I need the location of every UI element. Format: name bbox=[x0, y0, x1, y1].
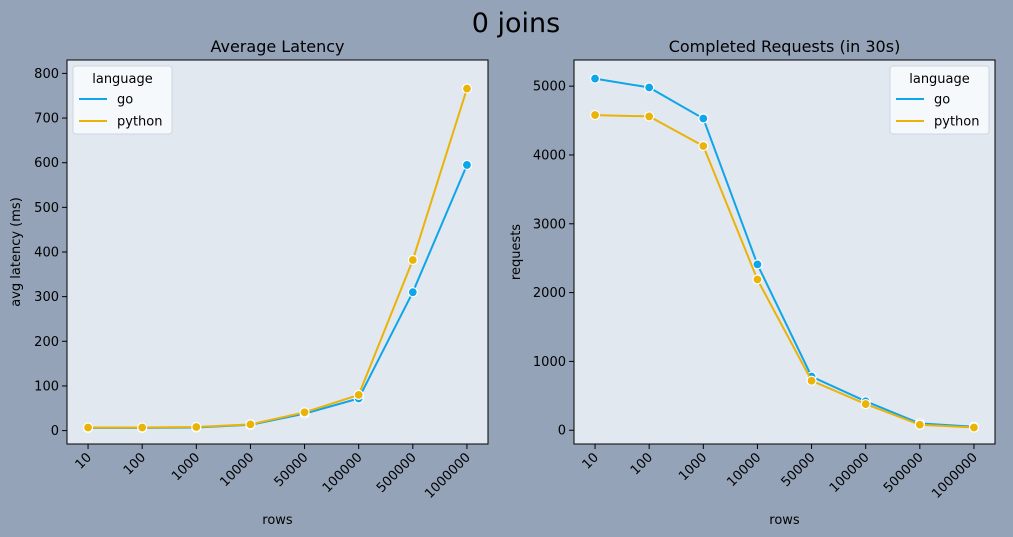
y-tick-label: 3000 bbox=[533, 217, 566, 232]
y-tick-label: 100 bbox=[34, 379, 59, 394]
data-point-go bbox=[589, 73, 601, 84]
legend-label-python: python bbox=[934, 115, 979, 130]
data-point-go bbox=[752, 259, 763, 270]
data-point-go bbox=[461, 159, 473, 171]
data-point-python bbox=[914, 419, 925, 430]
legend: language go python bbox=[72, 65, 173, 135]
figure-suptitle: 0 joins bbox=[472, 8, 560, 39]
y-tick-label: 1000 bbox=[533, 355, 566, 370]
legend: language go python bbox=[889, 65, 990, 135]
y-tick-label: 200 bbox=[34, 335, 59, 350]
y-tick-label: 5000 bbox=[533, 80, 566, 95]
y-tick-label: 500 bbox=[34, 201, 59, 216]
chart-1: Average Latency 0 100 200 300 400 500 600 700 800… bbox=[9, 37, 489, 528]
y-axis-label: requests bbox=[509, 224, 524, 280]
series-line-python bbox=[594, 114, 975, 429]
data-point-python bbox=[752, 274, 763, 285]
chart-title: Completed Requests (in 30s) bbox=[669, 37, 901, 56]
data-point-python bbox=[698, 140, 709, 152]
data-point-python bbox=[353, 389, 364, 400]
data-point-go bbox=[698, 113, 709, 124]
y-tick-label: 700 bbox=[34, 112, 59, 127]
data-point-python bbox=[461, 83, 473, 94]
data-point-python bbox=[245, 419, 256, 430]
data-point-python bbox=[806, 375, 817, 386]
legend-label-go: go bbox=[117, 93, 133, 108]
data-point-python bbox=[589, 109, 601, 121]
y-tick-label: 300 bbox=[34, 290, 59, 305]
data-point-python bbox=[644, 111, 655, 122]
y-tick-label: 0 bbox=[51, 424, 59, 439]
y-tick-label: 400 bbox=[34, 246, 59, 261]
series-line-go bbox=[594, 77, 975, 428]
series-line-python bbox=[88, 88, 468, 429]
y-tick-label: 800 bbox=[34, 67, 59, 82]
data-point-python bbox=[191, 421, 202, 433]
data-point-go bbox=[644, 82, 655, 93]
x-axis-label: rows bbox=[262, 513, 293, 528]
charts: Average Latency 0 100 200 300 400 500 600 700 800… bbox=[9, 37, 996, 528]
y-tick-label: 4000 bbox=[533, 148, 566, 163]
data-point-python bbox=[968, 422, 980, 433]
y-tick-label: 0 bbox=[558, 424, 566, 439]
data-point-python bbox=[82, 422, 94, 433]
legend-box bbox=[889, 65, 990, 135]
legend-title: language bbox=[92, 72, 153, 87]
y-tick-label: 2000 bbox=[533, 286, 566, 301]
legend-label-python: python bbox=[117, 115, 162, 130]
y-axis-label: avg latency (ms) bbox=[9, 197, 24, 307]
chart-title: Average Latency bbox=[210, 37, 344, 56]
data-point-python bbox=[299, 407, 310, 418]
data-point-python bbox=[407, 254, 418, 266]
data-point-python bbox=[860, 398, 871, 410]
data-point-python bbox=[137, 422, 148, 433]
x-axis-label: rows bbox=[769, 513, 800, 528]
legend-title: language bbox=[909, 72, 970, 87]
legend-box bbox=[72, 65, 173, 135]
y-tick-label: 600 bbox=[34, 156, 59, 171]
chart-2: Completed Requests (in 30s) 0 1000 2000 3000… bbox=[509, 37, 996, 528]
data-point-go bbox=[407, 287, 418, 298]
legend-label-go: go bbox=[934, 93, 950, 108]
